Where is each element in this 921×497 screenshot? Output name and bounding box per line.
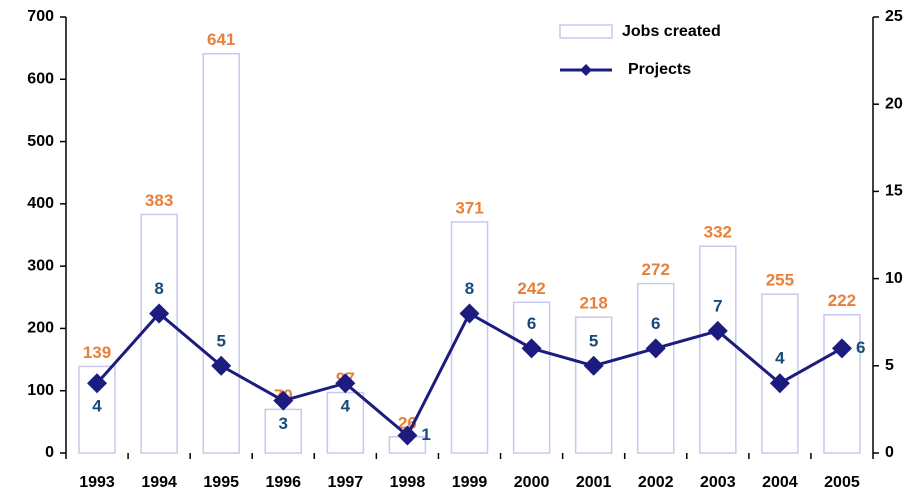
legend-swatch-marker [580,64,592,76]
bar-value-label: 371 [455,198,483,217]
x-tick-label: 2003 [700,474,736,491]
y2-tick-label: 25 [885,8,903,25]
line-value-label: 1 [421,425,430,444]
bar [574,316,613,454]
y-tick-label: 500 [27,133,54,150]
x-tick-label: 1995 [203,474,239,491]
bar-value-label: 383 [145,191,173,210]
y-tick-label: 300 [27,257,54,274]
line-value-label: 4 [341,397,351,416]
bar-value-label: 242 [517,279,545,298]
marker [273,390,294,411]
x-tick-label: 2001 [576,474,612,491]
x-tick-label: 1997 [328,474,364,491]
x-tick-label: 1994 [141,474,177,491]
x-tick-label: 2005 [824,474,860,491]
x-tick-label: 1999 [452,474,488,491]
line-value-label: 3 [279,414,288,433]
marker [521,338,542,359]
line-value-label: 8 [154,279,163,298]
legend-label: Jobs created [622,23,721,40]
marker [397,425,418,446]
legend-swatch-bar [559,24,613,39]
legend: Jobs created Projects [559,23,721,78]
bar [202,52,240,454]
line-value-label: 4 [775,349,785,368]
marker [149,303,170,324]
marker [769,373,790,394]
x-tick-label: 2002 [638,474,674,491]
y-tick-label: 200 [27,320,54,337]
line-value-label: 4 [92,397,102,416]
marker [459,303,480,324]
y-tick-label: 0 [45,444,54,461]
bar [264,408,303,454]
bar-value-label: 641 [207,30,235,49]
bar [636,282,675,454]
marker [583,355,604,376]
y2-tick-label: 0 [885,444,894,461]
marker [87,373,108,394]
y2-tick-label: 15 [885,183,903,200]
bar [140,213,178,454]
line-value-label: 7 [713,296,722,315]
y-tick-label: 600 [27,71,54,88]
marker [335,373,356,394]
line-value-label: 5 [589,331,598,350]
line-value-label: 6 [856,338,865,357]
x-tick-label: 1993 [79,474,115,491]
bar [823,313,861,454]
marker [645,338,666,359]
line-value-label: 6 [527,314,536,333]
line-value-label: 8 [465,279,474,298]
bar [326,391,365,454]
bar-value-label: 222 [828,291,856,310]
marker [211,355,232,376]
bar-value-label: 272 [642,260,670,279]
x-tick-label: 1998 [390,474,426,491]
y2-tick-label: 10 [885,270,903,287]
line-value-label: 5 [216,331,225,350]
bar-value-label: 255 [766,271,794,290]
y-tick-label: 400 [27,195,54,212]
bar [699,245,737,454]
marker [707,320,728,341]
bar [512,301,551,454]
x-tick-label: 2000 [514,474,550,491]
y-tick-label: 100 [27,382,54,399]
bar-value-label: 332 [704,223,732,242]
x-tick-label: 1996 [265,474,301,491]
y2-tick-label: 5 [885,357,894,374]
legend-label: Projects [628,61,691,78]
line-value-label: 6 [651,314,660,333]
x-tick-label: 2004 [762,474,798,491]
marker [831,338,852,359]
y2-tick-label: 20 [885,95,903,112]
y-tick-label: 700 [27,8,54,25]
bar-value-label: 218 [579,294,607,313]
bar-value-label: 139 [83,343,111,362]
